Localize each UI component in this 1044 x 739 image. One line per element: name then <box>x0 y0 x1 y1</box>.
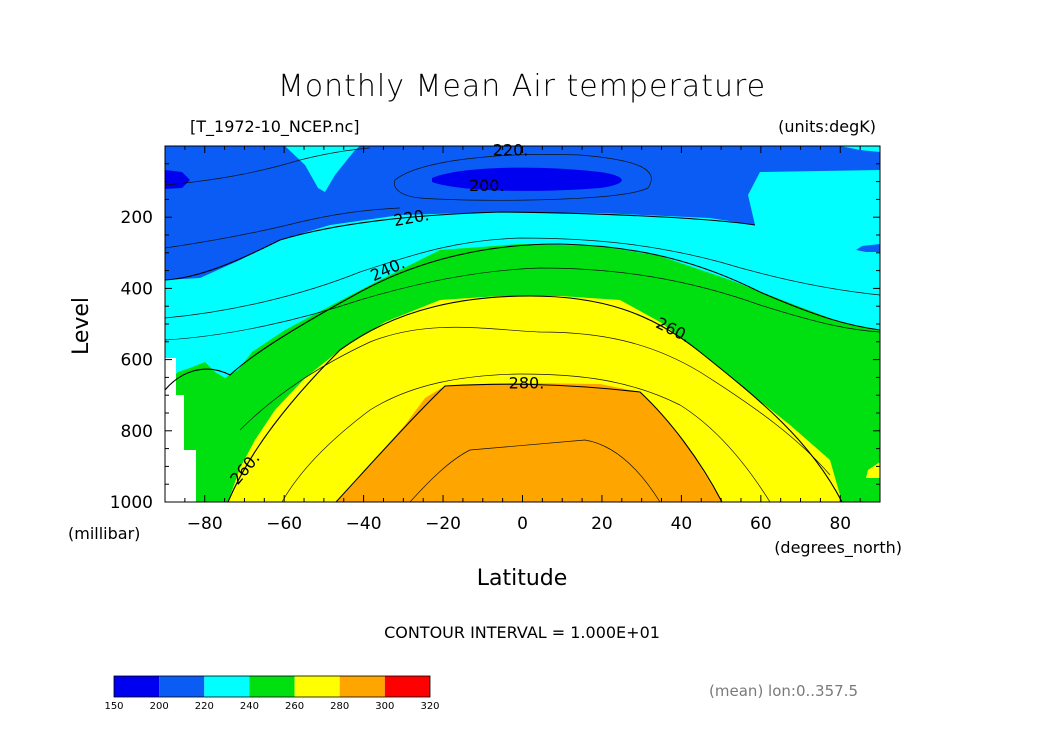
colorbar-swatch <box>294 676 340 697</box>
x-axis-title: Latitude <box>477 566 568 591</box>
contour-label: 220. <box>493 141 529 160</box>
x-tick-label: −40 <box>346 514 382 534</box>
colorbar-label: 240 <box>240 701 259 712</box>
colorbar-label: 280 <box>330 701 349 712</box>
colorbar-frame <box>113 675 431 698</box>
y-tick-label: 800 <box>121 422 153 442</box>
colorbar-swatch <box>114 676 160 697</box>
colorbar-label: 150 <box>104 701 123 712</box>
x-axis: −80 −60 −40 −20 0 20 40 60 80 <box>164 146 881 534</box>
y-tick-label: 400 <box>121 279 153 299</box>
source-file-label: [T_1972-10_NCEP.nc] <box>190 117 360 137</box>
band-280-300 <box>336 383 722 502</box>
y-axis-title: Level <box>69 297 94 355</box>
colorbar-label: 300 <box>375 701 394 712</box>
x-tick-label: 60 <box>750 514 772 534</box>
colorbar-swatch <box>339 676 385 697</box>
mean-longitude-label: (mean) lon:0..357.5 <box>709 682 858 700</box>
band-200-220-upper <box>165 146 880 280</box>
x-tick-label: −20 <box>425 514 461 534</box>
colorbar-swatch <box>384 676 430 697</box>
x-tick-label: 80 <box>829 514 851 534</box>
x-tick-label: 20 <box>591 514 613 534</box>
x-tick-label: −60 <box>266 514 302 534</box>
x-tick-label: −80 <box>187 514 223 534</box>
colorbar-swatch <box>159 676 205 697</box>
contour-interval-label: CONTOUR INTERVAL = 1.000E+01 <box>384 623 660 642</box>
band-220-240-notch <box>285 146 360 192</box>
y-tick-label: 600 <box>121 351 153 371</box>
units-label: (units:degK) <box>778 117 876 136</box>
contour-label: 280. <box>509 374 545 393</box>
contour-lines-thin <box>165 147 880 502</box>
y-units-label: (millibar) <box>68 524 140 543</box>
missing-data-region <box>165 358 196 502</box>
x-tick-label: 0 <box>517 514 528 534</box>
colorbar: 150 200 220 240 260 280 300 320 <box>104 675 440 712</box>
y-tick-label: 200 <box>121 208 153 228</box>
band-150-200-core <box>432 167 622 191</box>
y-tick-label: 1000 <box>110 493 153 513</box>
contour-field <box>165 146 880 502</box>
y-axis: 200 400 600 800 1000 <box>110 145 880 513</box>
band-200-220-right-patch <box>856 244 880 252</box>
colorbar-label: 320 <box>420 701 439 712</box>
colorbar-label: 260 <box>285 701 304 712</box>
contour-lines-bold <box>165 211 880 502</box>
contour-label: 200. <box>469 176 505 195</box>
chart-title: Monthly Mean Air temperature <box>278 69 766 104</box>
x-units-label: (degrees_north) <box>774 538 902 558</box>
colorbar-swatch <box>249 676 295 697</box>
colorbar-label: 200 <box>150 701 169 712</box>
colorbar-swatch <box>204 676 250 697</box>
colorbar-label: 220 <box>195 701 214 712</box>
x-tick-label: 40 <box>671 514 693 534</box>
